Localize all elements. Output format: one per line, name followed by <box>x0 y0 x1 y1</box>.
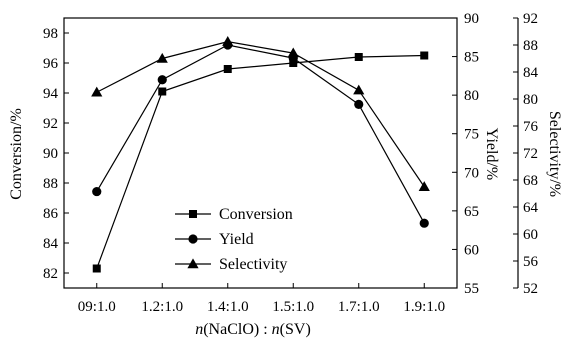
conversion-tick-label: 90 <box>43 146 58 162</box>
yield-line <box>96 44 425 224</box>
yield-tick-label: 85 <box>464 50 479 66</box>
conversion-point <box>420 51 429 60</box>
x-axis-title-n1: n <box>195 321 203 338</box>
x-tick-label: 1.7:1.0 <box>338 299 380 315</box>
x-tick-label: 1.4:1.0 <box>207 299 249 315</box>
selectivity-point <box>91 86 103 97</box>
conversion-line <box>96 54 425 269</box>
conversion-axis: 82 84 86 88 90 92 94 96 98 <box>43 26 69 282</box>
selectivity-point <box>353 84 365 95</box>
conversion-tick-label: 82 <box>43 266 58 282</box>
x-axis: 09:1.0 1.2:1.0 1.4:1.0 1.5:1.0 1.7:1.0 1.9:1.… <box>78 283 445 315</box>
legend-marker-conversion <box>189 210 197 218</box>
x-tick-label: 1.9:1.0 <box>403 299 445 315</box>
yield-point <box>157 75 167 85</box>
selectivity-point <box>222 36 234 46</box>
x-tick-label: 09:1.0 <box>78 299 116 315</box>
legend-marker-yield <box>188 234 198 244</box>
conversion-tick-label: 98 <box>43 26 58 42</box>
conversion-point <box>223 65 232 73</box>
conversion-tick-label: 92 <box>43 116 58 132</box>
selectivity-point <box>287 47 299 58</box>
legend: Conversion Yield Selectivity <box>175 206 293 273</box>
selectivity-axis-title: Selectivity/% <box>546 111 563 197</box>
yield-point <box>92 186 102 197</box>
legend-label-yield: Yield <box>219 231 254 248</box>
selectivity-tick-label: 72 <box>523 146 538 162</box>
x-axis-title-mid: (NaClO) : <box>203 321 271 338</box>
selectivity-point <box>156 52 168 63</box>
conversion-tick-label: 86 <box>43 206 59 222</box>
yield-point <box>419 218 429 228</box>
plot-border <box>63 17 458 289</box>
legend-label-selectivity: Selectivity <box>219 256 287 273</box>
selectivity-tick-label: 60 <box>523 227 538 243</box>
series-selectivity <box>91 36 430 191</box>
conversion-tick-label: 96 <box>43 56 59 72</box>
selectivity-tick-label: 56 <box>523 254 539 270</box>
conversion-tick-label: 94 <box>43 86 59 102</box>
x-tick-label: 1.5:1.0 <box>272 299 314 315</box>
yield-tick-label: 75 <box>464 127 479 143</box>
conversion-point <box>158 87 167 96</box>
yield-tick-label: 80 <box>464 88 479 104</box>
x-axis-title: n(NaClO) : n(SV) <box>195 321 311 338</box>
series-yield <box>92 40 429 228</box>
selectivity-tick-label: 84 <box>523 65 539 81</box>
selectivity-axis: 52 56 60 64 68 72 76 80 84 88 92 <box>513 11 539 297</box>
yield-point <box>354 99 364 109</box>
legend-marker-selectivity <box>187 258 199 269</box>
series-conversion <box>92 51 429 273</box>
selectivity-point <box>418 181 430 191</box>
conversion-tick-label: 84 <box>43 236 59 252</box>
conversion-axis-title: Conversion/% <box>8 108 25 200</box>
selectivity-tick-label: 88 <box>523 38 538 54</box>
selectivity-tick-label: 68 <box>523 173 538 189</box>
legend-label-conversion: Conversion <box>219 206 293 223</box>
conversion-tick-label: 88 <box>43 176 58 192</box>
conversion-point <box>354 53 363 61</box>
selectivity-tick-label: 64 <box>523 200 539 216</box>
yield-tick-label: 55 <box>464 281 479 297</box>
selectivity-tick-label: 76 <box>523 119 539 135</box>
yield-axis: 55 60 65 70 75 80 85 90 <box>452 11 479 297</box>
selectivity-tick-label: 52 <box>523 281 538 297</box>
series-layer <box>91 36 430 273</box>
yield-tick-label: 65 <box>464 204 479 220</box>
selectivity-line <box>96 41 425 188</box>
conversion-point <box>289 59 298 67</box>
yield-tick-label: 90 <box>464 11 479 27</box>
x-tick-label: 1.2:1.0 <box>141 299 183 315</box>
x-axis-title-suffix: (SV) <box>280 321 311 338</box>
yield-tick-label: 70 <box>464 165 479 181</box>
selectivity-tick-label: 92 <box>523 11 538 27</box>
selectivity-tick-label: 80 <box>523 92 538 108</box>
conversion-point <box>92 264 101 273</box>
yield-tick-label: 60 <box>464 242 479 258</box>
x-axis-title-n2: n <box>272 321 280 338</box>
yield-axis-title: Yield/% <box>483 128 500 180</box>
